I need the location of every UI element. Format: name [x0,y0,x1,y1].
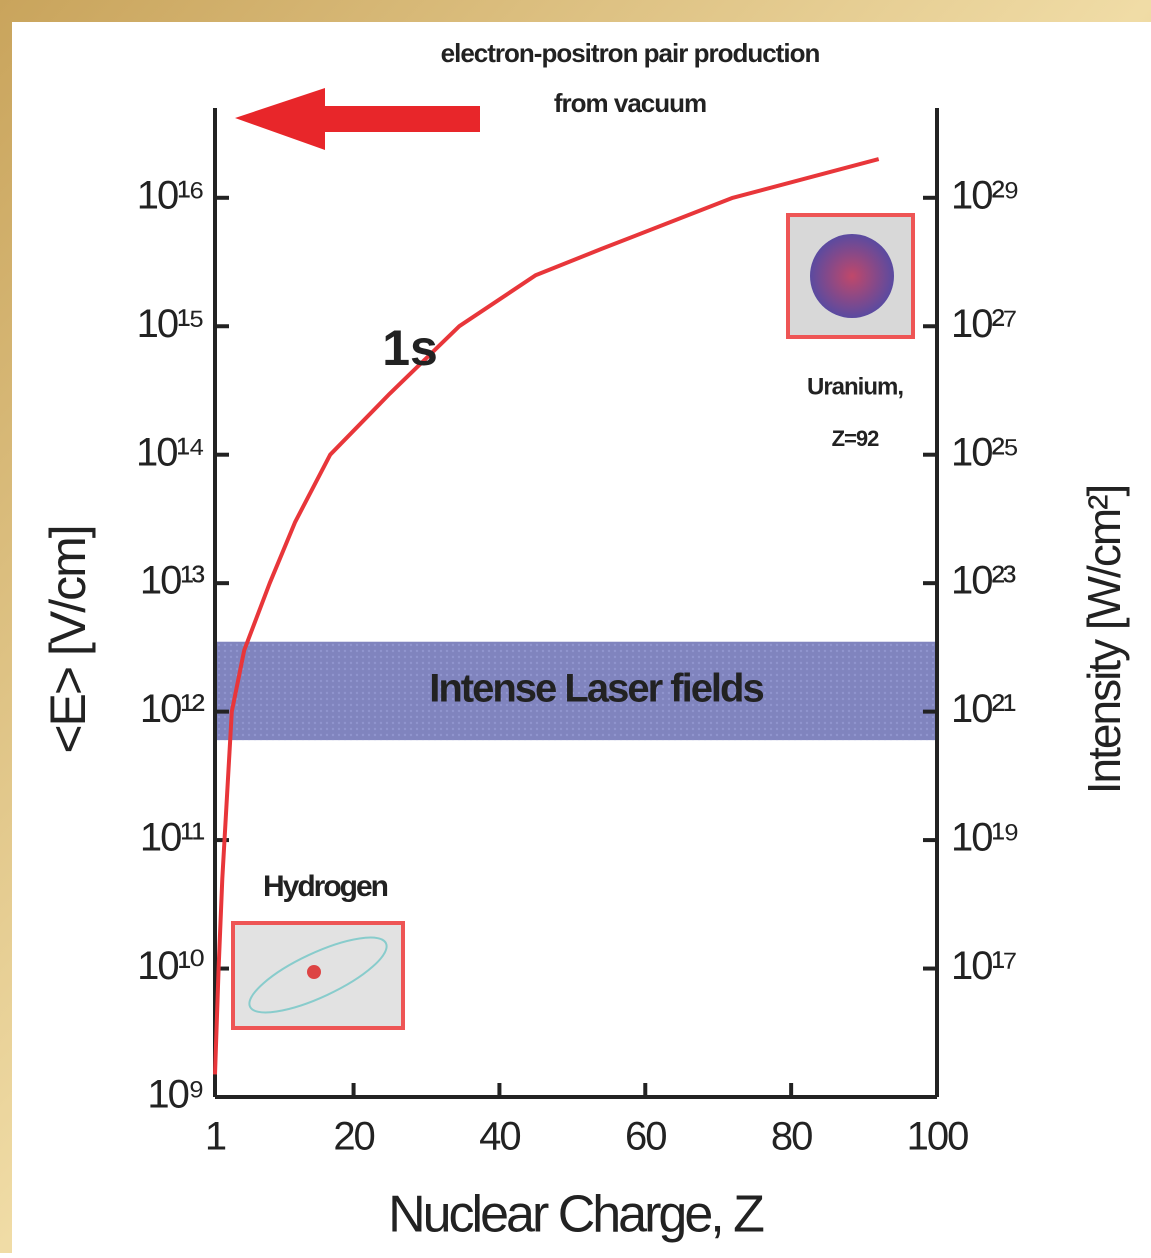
x-tick-label: 80 [771,1115,812,1159]
uranium-label: Z=92 [832,426,880,451]
band-label: Intense Laser fields [429,666,763,710]
y2-tick-label: 10²⁹ [951,173,1018,217]
chart: Intense Laser fields 1 20 40 60 80 100 10⁹ 10¹⁰ 1… [0,0,1151,1253]
y2-tick-label: 10²¹ [951,687,1016,731]
y2-tick-label: 10²³ [951,559,1016,603]
x-tick-label: 60 [625,1115,666,1159]
y2-tick-label: 10²⁷ [951,302,1016,346]
atom [810,234,894,318]
y-tick-label: 10¹⁴ [136,430,204,474]
y-tick-label: 10¹² [140,687,205,731]
x-tick-label: 40 [479,1115,520,1159]
y2-tick-label: 10²⁵ [951,430,1018,474]
hydrogen-label: Hydrogen [263,870,388,903]
top-note: from vacuum [554,88,706,118]
y-tick-label: 10¹⁵ [137,302,204,346]
y-tick-label: 10¹⁶ [137,173,204,217]
x-tick-label: 20 [333,1115,374,1159]
y-tick-label: 10¹⁰ [137,944,204,988]
page: Intense Laser fields 1 20 40 60 80 100 10⁹ 10¹⁰ 1… [0,0,1151,1253]
y-tick-label: 10⁹ [147,1073,203,1117]
x-tick-label: 1 [205,1115,226,1159]
x-tick-label: 100 [907,1115,968,1159]
x-axis-title: Nuclear Charge, Z [388,1186,764,1244]
y-tick-label: 10¹¹ [140,816,205,860]
y-axis-title: <E> [V/cm] [40,526,96,753]
uranium-label: Uranium, [807,373,903,400]
nucleus [307,965,321,979]
y-tick-label: 10¹³ [140,559,205,603]
top-note: electron-positron pair production [441,38,820,68]
curve-label: 1s [382,320,438,376]
y2-tick-label: 10¹⁷ [951,944,1016,988]
y2-axis-title: Intensity [W/cm²] [1078,486,1130,794]
y2-tick-label: 10¹⁹ [951,816,1018,860]
